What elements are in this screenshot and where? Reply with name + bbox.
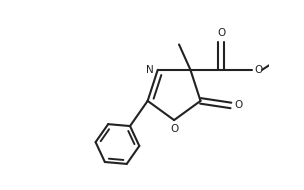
Text: O: O (217, 28, 225, 38)
Text: O: O (170, 124, 178, 134)
Text: O: O (234, 101, 243, 110)
Text: N: N (146, 65, 154, 75)
Text: O: O (255, 65, 263, 75)
